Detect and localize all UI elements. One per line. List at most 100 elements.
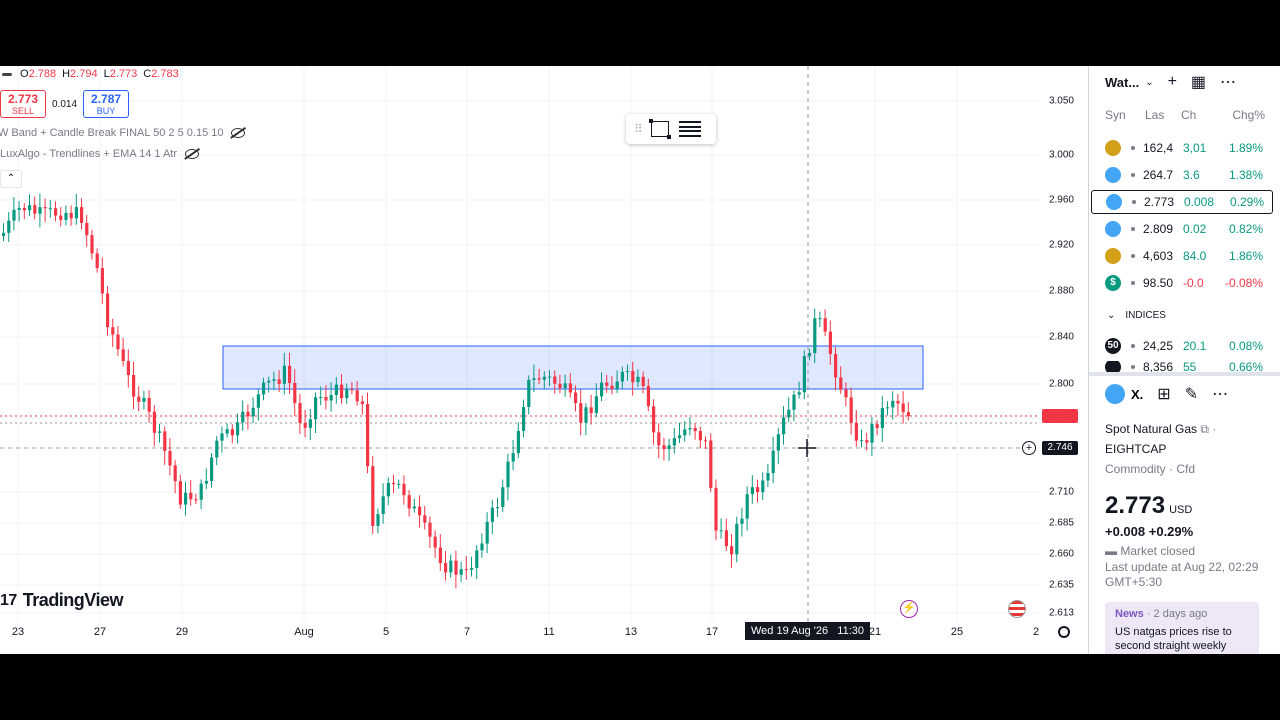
col-chg-pct[interactable]: Chg% — [1232, 108, 1265, 122]
sell-button[interactable]: 2.773 SELL — [0, 90, 46, 118]
details-category: Commodity · Cfd — [1105, 462, 1196, 476]
status-dot — [1131, 173, 1135, 177]
plus-icon[interactable]: + — [1167, 73, 1177, 90]
price-chart[interactable] — [0, 66, 1040, 622]
candle-body — [605, 382, 609, 386]
news-card[interactable]: News · 2 days ago US natgas prices rise … — [1105, 602, 1259, 654]
more-icon[interactable]: ⋯ — [1220, 74, 1237, 91]
candle-body — [719, 530, 723, 532]
symbol-logo-icon — [1105, 361, 1121, 373]
candle-body — [158, 431, 162, 433]
settings-lines-icon[interactable] — [678, 121, 701, 137]
candle-body — [485, 521, 489, 544]
x-tick: 11 — [543, 626, 555, 638]
candle-body — [423, 515, 427, 523]
candle-body — [64, 212, 68, 220]
tv-logo-icon: 17 — [0, 591, 17, 609]
indicator-luxalgo[interactable]: LuxAlgo - Trendlines + EMA 14 1 Atr — [0, 148, 200, 160]
x-tick: 7 — [463, 626, 471, 638]
candle-body — [865, 440, 869, 443]
candle-body — [12, 209, 16, 221]
candle-body — [95, 253, 99, 269]
more-icon[interactable]: ⋯ — [1212, 386, 1229, 403]
change-pct-value: 0.08% — [1228, 339, 1263, 353]
col-last[interactable]: Las — [1145, 108, 1165, 122]
watchlist-row[interactable]: 162,4 3,01 1.89% — [1091, 136, 1273, 160]
candle-body — [272, 379, 276, 381]
candle-body — [802, 356, 806, 393]
details-symbol[interactable]: X. — [1131, 386, 1144, 402]
symbol-logo-icon: 50 — [1105, 338, 1121, 354]
watchlist-row[interactable]: 4,603 84.0 1.86% — [1091, 244, 1273, 268]
candle-body — [683, 429, 687, 436]
candle-body — [80, 207, 84, 223]
candle-body — [506, 461, 510, 488]
drag-handle-icon[interactable]: ⠿ — [634, 122, 643, 136]
watchlist-row[interactable]: 2.809 0.02 0.82% — [1091, 217, 1273, 241]
candle-body — [163, 431, 167, 451]
candle-body — [896, 400, 900, 404]
watchlist-row[interactable]: 50 24,25 20.1 0.08% — [1091, 334, 1273, 358]
time-axis[interactable]: 23 27 29 Aug 5 7 11 13 17 21 25 2 Wed 19… — [0, 622, 1088, 644]
candle-body — [610, 385, 614, 389]
x-tick: 25 — [950, 626, 964, 638]
tradingview-logo[interactable]: 17 TradingView — [0, 590, 124, 610]
details-broker: EIGHTCAP — [1105, 442, 1167, 456]
watchlist-row[interactable]: $98.50 -0.0 -0.08% — [1091, 271, 1273, 295]
y-tick: 2.635 — [1048, 579, 1074, 591]
candle-body — [449, 560, 453, 573]
candle-body — [116, 334, 120, 350]
change-pct-value: 1.89% — [1228, 141, 1263, 155]
watchlist-row[interactable]: 8,356 55 0.66% — [1091, 361, 1273, 373]
candle-body — [787, 409, 791, 418]
details-name[interactable]: Spot Natural Gas ⧉ · — [1105, 422, 1217, 436]
price-axis[interactable]: 3.050 3.000 2.960 2.920 2.880 2.840 2.80… — [1040, 66, 1088, 654]
crosshair-time-label: Wed 19 Aug '26 11:30 — [745, 622, 871, 640]
candle-body — [730, 546, 734, 555]
symbol-icon — [2, 72, 12, 76]
lightning-icon[interactable]: ⚡ — [900, 600, 918, 618]
candle-body — [542, 376, 546, 380]
hidden-eye-icon[interactable] — [185, 149, 200, 159]
table-icon[interactable]: ▦ — [1190, 74, 1207, 91]
hidden-eye-icon[interactable] — [231, 128, 246, 138]
watchlist-row[interactable]: 264.7 3.6 1.38% — [1091, 163, 1273, 187]
watchlist-title[interactable]: Wat... — [1105, 74, 1140, 90]
section-indices[interactable]: ⌄ INDICES — [1107, 310, 1166, 321]
candle-body — [173, 465, 177, 482]
candle-body — [38, 207, 42, 214]
candle-body — [85, 222, 89, 236]
change-value: 3,01 — [1183, 141, 1207, 155]
indicator-nw-band[interactable]: NW Band + Candle Break FINAL 50 2 5 0.15… — [0, 127, 246, 139]
candle-body — [849, 397, 853, 423]
details-change: +0.008 +0.29% — [1105, 524, 1194, 539]
candle-body — [813, 318, 817, 353]
x-tick: 29 — [175, 626, 189, 638]
chevron-down-icon[interactable]: ⌄ — [1145, 76, 1154, 88]
candle-body — [397, 483, 401, 485]
collapse-legend-button[interactable]: ⌃ — [0, 170, 22, 188]
col-symbol[interactable]: Syn — [1105, 108, 1126, 122]
rectangle-tool-icon[interactable] — [648, 119, 671, 139]
edit-icon[interactable]: ✎ — [1184, 386, 1199, 403]
candle-body — [360, 401, 364, 405]
candle-body — [553, 376, 557, 384]
status-dot — [1131, 344, 1135, 348]
last-value: 4,603 — [1143, 249, 1174, 263]
gear-icon[interactable] — [1058, 626, 1070, 638]
add-alert-icon[interactable]: + — [1022, 441, 1036, 455]
candle-body — [891, 400, 895, 408]
chart-area[interactable]: O2.788 H2.794 L2.773 C2.783 2.773 SELL 0.… — [0, 66, 1088, 654]
candle-body — [626, 371, 630, 373]
y-tick: 2.613 — [1048, 607, 1074, 619]
grid-icon[interactable]: ⊞ — [1157, 386, 1171, 403]
buy-button[interactable]: 2.787 BUY — [83, 90, 130, 118]
candle-body — [464, 569, 468, 571]
col-chg[interactable]: Ch — [1181, 108, 1197, 122]
watchlist-row[interactable]: 2.773 0.008 0.29% — [1091, 190, 1273, 214]
candle-body — [558, 383, 562, 389]
candle-body — [407, 495, 411, 509]
us-flag-icon[interactable] — [1008, 600, 1026, 618]
candle-body — [48, 208, 52, 210]
spread-value: 0.014 — [52, 98, 78, 110]
